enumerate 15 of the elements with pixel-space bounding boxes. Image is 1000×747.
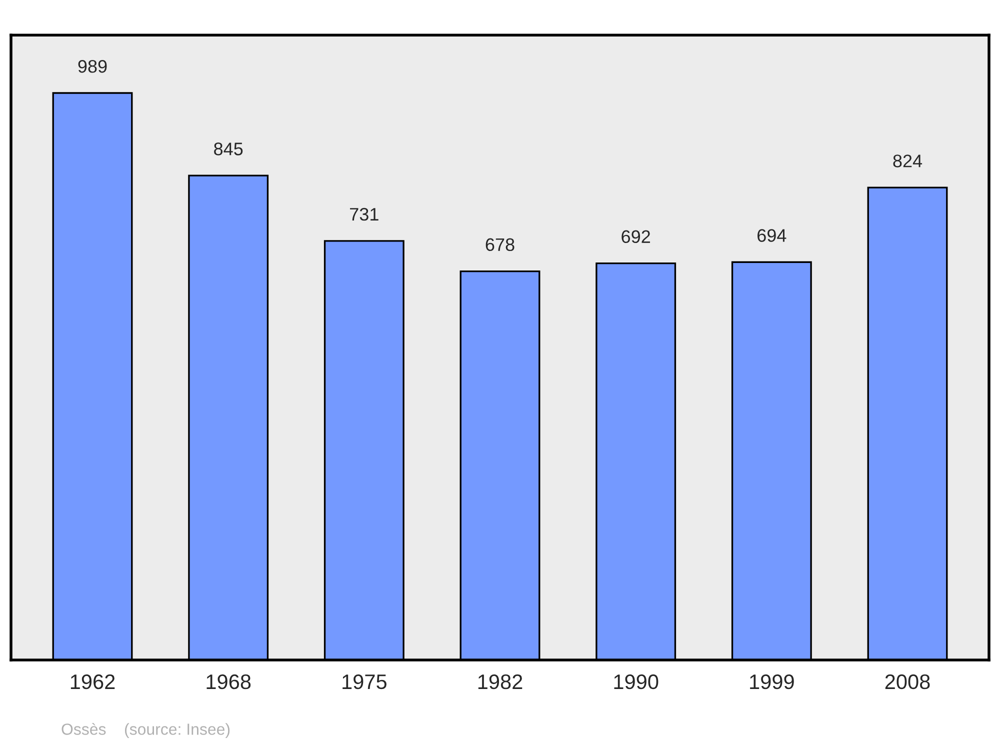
x-tick-label: 1982: [478, 674, 522, 690]
x-tick-label: 1975: [342, 674, 386, 690]
text: Ossès (source: Insee): [62, 722, 230, 738]
x-tick-label: 1999: [750, 674, 794, 690]
x-tick-label: 1962: [70, 674, 115, 690]
x-tick-label: 1990: [614, 674, 658, 690]
data-label: 694: [758, 229, 786, 242]
data-label: 692: [622, 230, 650, 244]
x-tick-label: 2008: [885, 674, 930, 690]
data-label: 678: [486, 238, 514, 252]
data-label: 989: [78, 60, 107, 73]
data-label: 845: [214, 142, 243, 156]
data-label: 731: [350, 208, 378, 221]
data-label: 824: [893, 154, 922, 168]
x-tick-label: 1968: [206, 674, 251, 690]
